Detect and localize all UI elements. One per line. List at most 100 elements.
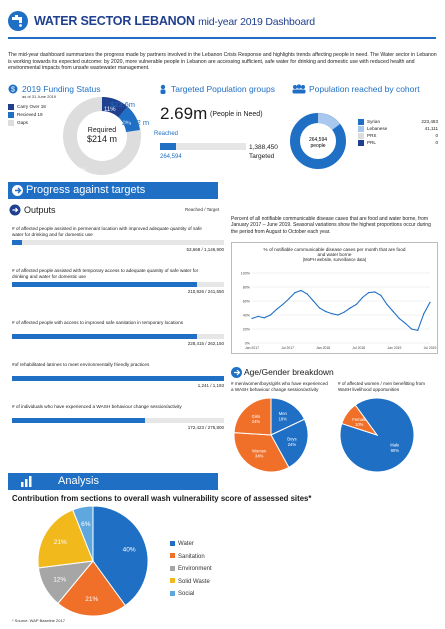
cohort-name: Syrian: [367, 119, 381, 124]
pie-label: 90%: [391, 448, 400, 453]
pct-received: 11%: [104, 107, 116, 113]
received-value: $23.6m: [110, 100, 136, 109]
svg-text:$: $: [11, 87, 15, 94]
y-tick-label: 20%: [243, 328, 251, 332]
people-icon: [160, 84, 166, 94]
pie-label: 10%: [355, 422, 364, 427]
pct-gap: 79%: [74, 168, 87, 174]
y-tick-label: 80%: [243, 286, 251, 290]
reached-target-label: Reached / Target: [185, 207, 220, 212]
analysis-banner-label: Analysis: [58, 475, 99, 487]
carry-value: $22.2 m: [122, 118, 150, 127]
data-point: [275, 308, 278, 310]
required-block: Required $214 m: [82, 127, 122, 144]
pie-label: 12%: [53, 576, 66, 583]
reached-label: Reached: [154, 131, 179, 137]
y-tick-label: 0%: [245, 342, 251, 346]
output-label: # of affected people with access to impr…: [12, 320, 184, 325]
data-point: [306, 293, 308, 295]
targeted-bar-track: [160, 143, 246, 150]
data-point: [423, 313, 425, 315]
pie-label: 6%: [81, 521, 91, 528]
legend-item: Sanitation: [170, 551, 212, 564]
pie2-caption: # of affected women / men benefitting fr…: [338, 381, 425, 392]
output-label: # of affected people assisted with tempo…: [12, 268, 199, 279]
intro-text: The mid-year dashboard summarizes the pr…: [8, 52, 437, 72]
header-rule: [8, 37, 436, 39]
targeted-title: Targeted Population groups: [171, 84, 275, 94]
output-bar-fill: [12, 282, 198, 287]
y-tick-label: 100%: [241, 272, 251, 276]
cohort-center-label: people: [310, 143, 325, 149]
series-line: [251, 289, 431, 332]
outputs-label: Outputs: [24, 205, 56, 215]
data-point: [429, 301, 431, 303]
reached-value: 264,594: [160, 154, 182, 160]
group-icon: [292, 84, 306, 94]
funding-donut: 11% 10% 79%: [63, 97, 141, 175]
cohort-name: PRL: [367, 140, 376, 145]
output-bar-track: [12, 282, 224, 287]
data-point: [392, 310, 394, 313]
data-point: [349, 307, 351, 309]
data-point: [343, 311, 345, 313]
disease-chart-title: % of notifiable communicable disease cas…: [263, 247, 406, 257]
data-point: [269, 314, 272, 316]
money-icon: $: [8, 84, 18, 94]
pie-label: Female: [352, 417, 367, 422]
data-point: [361, 296, 364, 299]
output-bar-track: [12, 376, 224, 381]
data-point: [386, 303, 388, 306]
page-title: WATER SECTOR LEBANON mid-year 2019 Dashb…: [34, 14, 315, 28]
legend-label: Sanitation: [178, 553, 205, 560]
output-value: 1,241 / 1,193: [197, 383, 224, 388]
x-tick-label: Jul 2018: [352, 346, 365, 350]
cohort-name: PRS: [367, 133, 377, 138]
gender-title: Age/Gender breakdown: [244, 367, 334, 377]
pie-label: 24%: [288, 442, 297, 447]
data-point: [404, 322, 407, 324]
output-value: 172,423 / 275,800: [187, 425, 224, 430]
y-tick-label: 40%: [243, 314, 251, 318]
cohort-row: Syrian 223,483: [358, 118, 438, 125]
pie-label: Male: [390, 443, 400, 448]
legend-carry-over: Carry Over 18: [8, 103, 46, 111]
cohort-name: Lebanese: [367, 126, 388, 131]
pie-label: 18%: [279, 416, 288, 421]
targeted-label: Targeted: [249, 153, 275, 160]
data-point: [288, 298, 290, 300]
data-point: [331, 313, 333, 315]
output-bar-fill: [12, 240, 22, 245]
data-point: [410, 328, 413, 330]
data-point: [417, 329, 419, 331]
output-label: # of individuals who have experienced a …: [12, 404, 182, 409]
data-point: [294, 292, 296, 294]
cohort-row: PRL 0: [358, 139, 438, 146]
output-value: 210,926 / 241,550: [187, 289, 224, 294]
output-bar-track: [12, 418, 224, 423]
cohort-center-value: 264,594: [309, 137, 327, 143]
legend-item: Solid Waste: [170, 576, 212, 589]
cohort-table: Syrian 223,483 Lebanese 41,111 PRS 0 PRL 0: [358, 118, 438, 146]
pie-slice: [92, 505, 149, 607]
disease-line-chart: 100% 80% 60% 40% 20% 0%Jan 2017 Jul 2017 Jan 20…: [241, 272, 437, 351]
required-value: $214 m: [86, 134, 118, 144]
progress-banner-label: Progress against targets: [26, 184, 146, 196]
cohort-donut: 264,594 people: [290, 113, 346, 169]
funding-legend: Carry Over 18 Recieved 19 Gaps: [8, 103, 46, 127]
page-subtitle: mid-year 2019 Dashboard: [198, 16, 315, 28]
chart-icon: [21, 476, 32, 487]
pie-slice: [57, 560, 127, 617]
analysis-pie: 40% 21% 12% 21% 6%: [37, 505, 149, 617]
pie1-caption: # men/women/boys/girls who have experien…: [231, 381, 328, 392]
cohort-value: 0: [435, 133, 438, 138]
pie-label: 21%: [85, 596, 98, 603]
legend-item: Environment: [170, 563, 212, 576]
pie-slice: [270, 418, 309, 469]
y-tick-label: 60%: [243, 300, 251, 304]
pie-label: Women: [252, 448, 267, 453]
legend-gaps: Gaps: [8, 119, 46, 127]
pie-slice: [233, 397, 272, 436]
gender-icon: [231, 367, 242, 378]
